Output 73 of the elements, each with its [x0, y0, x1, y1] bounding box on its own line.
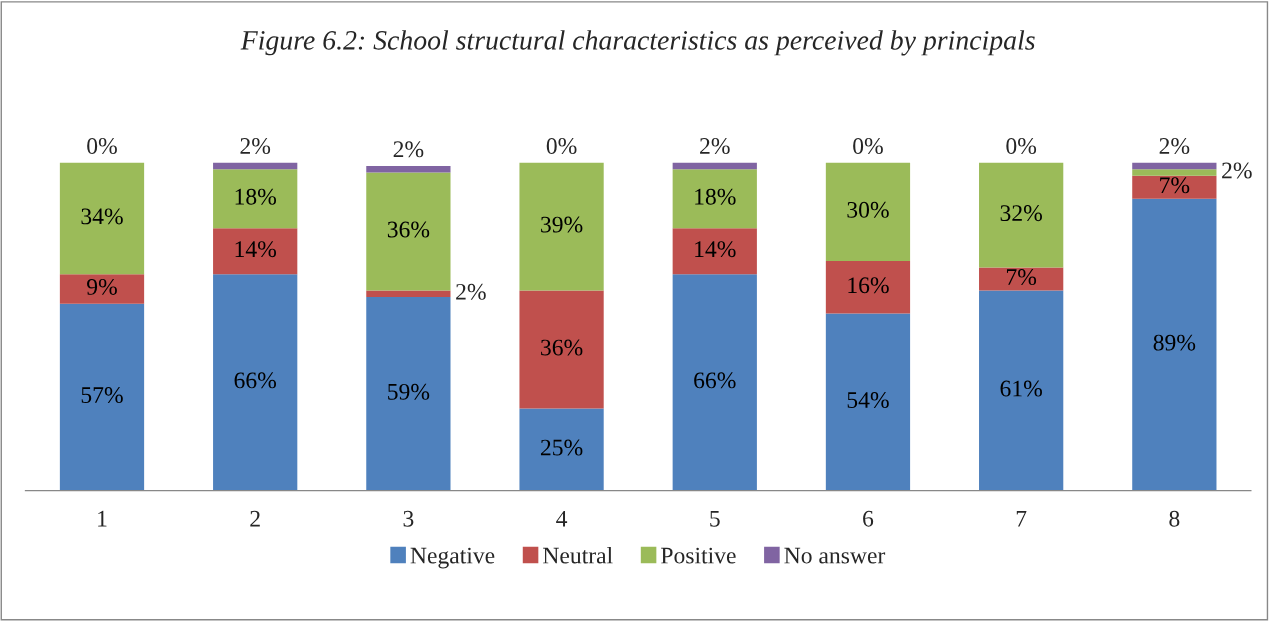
data-label: 54% — [847, 392, 889, 409]
data-label: 9% — [87, 278, 117, 295]
data-label: 2% — [456, 283, 486, 300]
data-label: 2% — [1222, 162, 1252, 179]
x-tick-label: 5 — [710, 510, 720, 527]
data-label: 0% — [546, 138, 577, 155]
bar — [1132, 198, 1217, 491]
bar — [672, 162, 757, 170]
data-label: 89% — [1153, 334, 1196, 351]
data-label: 66% — [234, 372, 277, 389]
x-tick-label: 7 — [1016, 510, 1027, 527]
data-label: 36% — [541, 339, 583, 356]
data-label: 36% — [387, 221, 430, 238]
bar — [1132, 162, 1217, 170]
x-tick-label: 6 — [863, 510, 874, 527]
data-label: 30% — [847, 201, 889, 218]
bar — [366, 297, 451, 491]
bar — [825, 162, 911, 262]
bar — [979, 290, 1064, 491]
bar — [1132, 175, 1217, 199]
legend-label: Negative — [410, 547, 495, 569]
legend-label: No answer — [784, 547, 886, 564]
bar — [59, 303, 145, 491]
chart-title: Figure 6.2: School structural characteristics as perceived by principals — [240, 30, 1035, 56]
bar — [213, 162, 298, 170]
bar — [672, 169, 757, 229]
data-label: 66% — [694, 372, 736, 389]
bar — [213, 169, 298, 229]
data-label: 2% — [240, 138, 271, 155]
x-tick-label: 8 — [1169, 510, 1180, 527]
bar — [519, 162, 604, 291]
legend-label: Neutral — [543, 546, 613, 564]
x-tick-label: 1 — [98, 510, 107, 527]
bar — [979, 267, 1064, 291]
x-tick-label: 3 — [403, 510, 414, 527]
data-label: 2% — [393, 141, 424, 158]
bar — [213, 228, 298, 275]
bar — [519, 290, 604, 409]
bar — [366, 290, 451, 298]
data-label: 2% — [1159, 138, 1190, 155]
data-label: 61% — [1000, 380, 1042, 397]
bar — [519, 408, 604, 491]
bar — [672, 274, 757, 491]
data-label: 14% — [695, 241, 736, 258]
data-label: 18% — [695, 188, 736, 205]
bar — [366, 172, 451, 291]
x-tick-label: 2 — [250, 510, 260, 527]
data-label: 2% — [700, 138, 730, 155]
bar — [672, 228, 757, 275]
data-label: 0% — [87, 138, 117, 155]
bar — [213, 274, 298, 491]
data-label: 18% — [235, 188, 277, 205]
x-tick-label: 4 — [556, 510, 568, 527]
data-label: 34% — [81, 208, 123, 225]
bar — [366, 165, 451, 173]
bar — [59, 162, 145, 275]
data-label: 0% — [1006, 138, 1037, 155]
data-label: 32% — [1000, 205, 1042, 222]
data-label: 57% — [81, 387, 123, 404]
legend-label: Positive — [661, 547, 736, 564]
data-label: 0% — [853, 138, 883, 155]
bar — [1132, 169, 1217, 176]
data-label: 7% — [1160, 177, 1190, 194]
bar — [979, 162, 1064, 268]
data-label: 25% — [540, 439, 583, 456]
bar — [825, 313, 911, 491]
bar — [59, 274, 145, 304]
data-label: 39% — [541, 216, 583, 233]
data-label: 59% — [388, 383, 430, 400]
data-label: 16% — [848, 277, 889, 294]
data-label: 7% — [1006, 269, 1037, 286]
data-label: 14% — [235, 241, 277, 258]
bar — [825, 261, 911, 314]
